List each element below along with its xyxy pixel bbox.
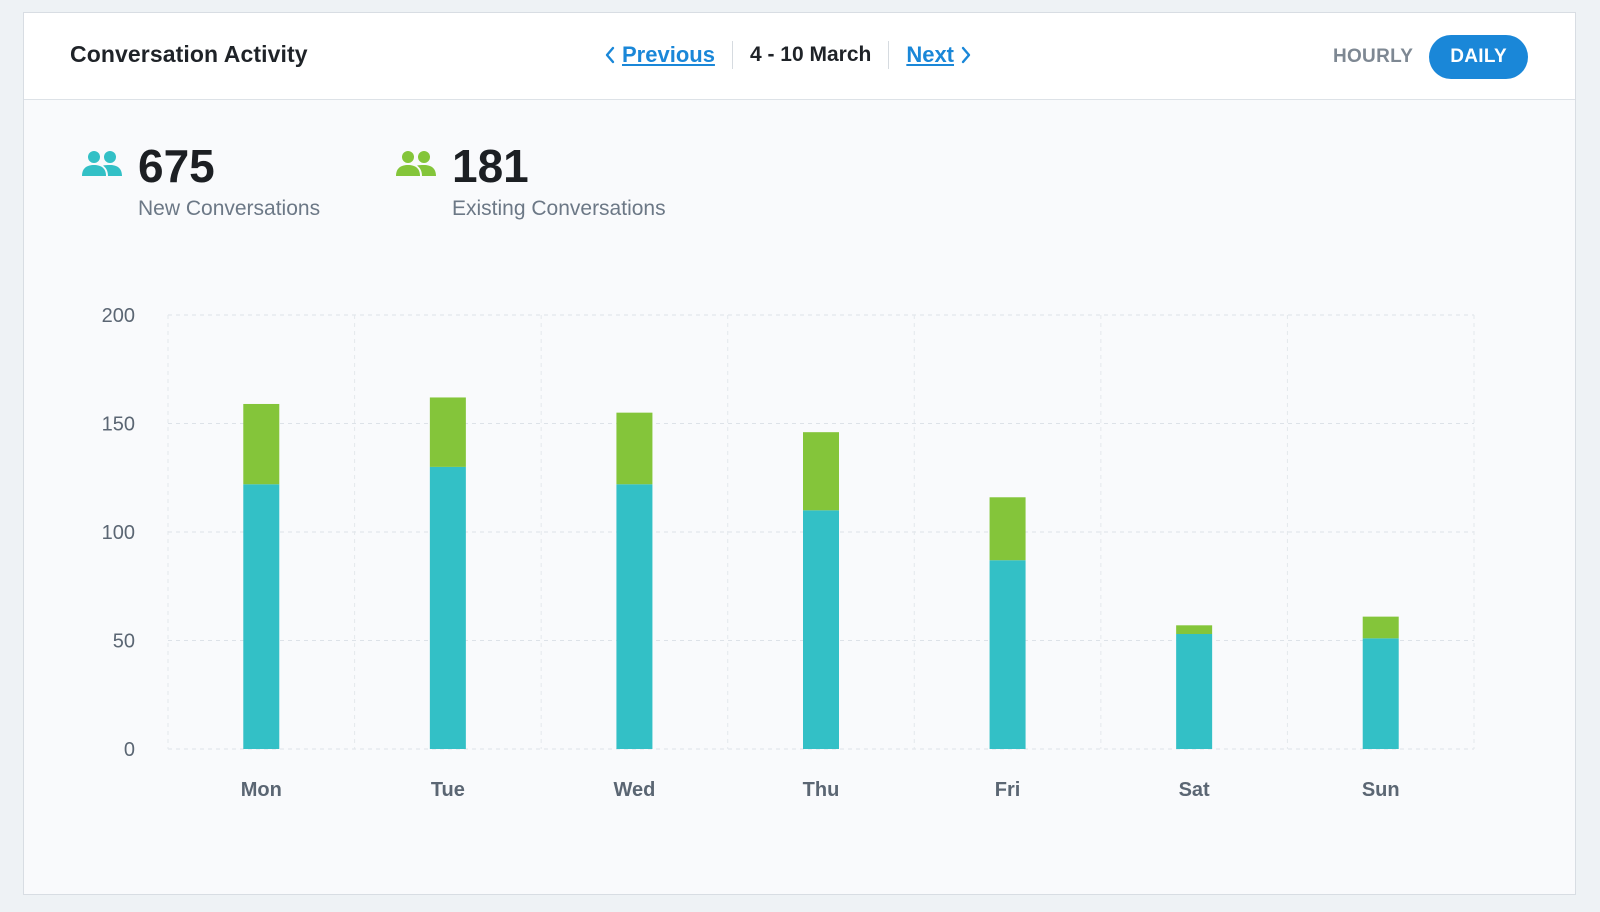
- bar-existing-conversations: [429, 397, 466, 467]
- x-tick-label: Tue: [431, 779, 465, 801]
- users-icon: [396, 151, 436, 176]
- previous-label: Previous: [622, 42, 715, 67]
- bar-new-conversations: [243, 484, 280, 749]
- y-tick-label: 150: [102, 414, 135, 436]
- chevron-left-icon: [605, 46, 615, 64]
- date-navigation: Previous 4 - 10 March Next: [604, 37, 972, 73]
- y-tick-label: 100: [102, 522, 135, 544]
- existing-conversations-count: 181: [452, 140, 529, 192]
- bar-existing-conversations: [989, 497, 1026, 561]
- bar-new-conversations: [1362, 638, 1399, 749]
- y-tick-label: 50: [113, 631, 135, 653]
- bar-new-conversations: [989, 560, 1026, 749]
- previous-link[interactable]: Previous: [604, 42, 715, 68]
- y-tick-label: 0: [124, 739, 135, 761]
- x-tick-label: Wed: [613, 779, 655, 801]
- conversation-activity-card: Conversation Activity Previous 4 - 10 Ma…: [23, 12, 1576, 895]
- bar-new-conversations: [1176, 633, 1213, 749]
- bar-existing-conversations: [1362, 616, 1399, 639]
- x-tick-label: Thu: [803, 779, 840, 801]
- date-range-label: 4 - 10 March: [749, 43, 872, 66]
- daily-toggle-button[interactable]: DAILY: [1429, 35, 1528, 79]
- new-conversations-count: 675: [138, 140, 215, 192]
- bar-existing-conversations: [243, 403, 280, 485]
- new-conversations-label: New Conversations: [138, 197, 321, 220]
- nav-divider: [731, 41, 733, 69]
- next-link[interactable]: Next: [906, 42, 972, 68]
- y-tick-label: 200: [102, 305, 135, 327]
- bar-new-conversations: [429, 466, 466, 749]
- users-icon: [82, 151, 122, 176]
- bar-existing-conversations: [616, 412, 653, 485]
- nav-divider: [888, 41, 890, 69]
- x-tick-label: Sun: [1362, 779, 1400, 801]
- bar-existing-conversations: [803, 432, 839, 511]
- x-tick-label: Mon: [241, 779, 282, 801]
- card-header: Conversation Activity Previous 4 - 10 Ma…: [24, 13, 1575, 100]
- granularity-toggle: HOURLY DAILY: [1317, 35, 1528, 79]
- x-tick-label: Sat: [1179, 779, 1210, 801]
- bar-new-conversations: [803, 510, 839, 749]
- bar-existing-conversations: [1176, 625, 1213, 634]
- existing-conversations-label: Existing Conversations: [452, 197, 666, 220]
- bar-new-conversations: [616, 484, 653, 749]
- x-tick-label: Fri: [995, 779, 1021, 801]
- chevron-right-icon: [961, 46, 971, 64]
- hourly-toggle-button[interactable]: HOURLY: [1332, 46, 1414, 67]
- card-title: Conversation Activity: [70, 41, 308, 67]
- daily-activity-chart: 0 50 100 150 200 Mon Tue Wed Thu Fri Sat Sun: [102, 305, 1475, 801]
- next-label: Next: [906, 42, 955, 67]
